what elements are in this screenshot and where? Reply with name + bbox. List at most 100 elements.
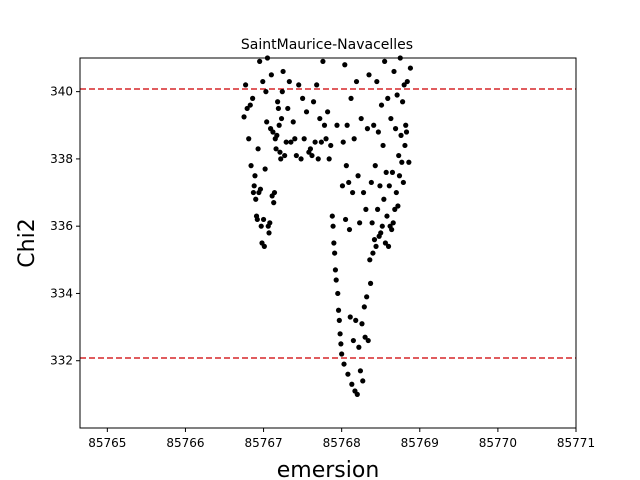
plot-frame xyxy=(79,57,577,429)
data-point xyxy=(274,132,280,138)
data-point xyxy=(290,119,296,125)
data-point xyxy=(332,250,338,256)
data-point xyxy=(341,361,347,367)
data-point xyxy=(344,122,350,128)
data-point xyxy=(255,146,261,152)
data-point xyxy=(368,179,374,186)
data-point xyxy=(342,216,349,223)
data-point xyxy=(326,156,332,162)
data-point xyxy=(257,58,263,64)
chart-title: SaintMaurice-Navacelles xyxy=(241,37,413,53)
data-point xyxy=(333,277,339,283)
data-point xyxy=(374,78,380,85)
data-point xyxy=(375,129,381,135)
data-point xyxy=(354,391,360,397)
data-point xyxy=(251,183,257,189)
data-point xyxy=(371,122,377,128)
data-point xyxy=(339,183,346,189)
data-point xyxy=(262,166,268,172)
data-point xyxy=(298,156,304,162)
data-point xyxy=(337,331,343,337)
data-point xyxy=(394,92,400,98)
data-point xyxy=(392,206,398,212)
data-point xyxy=(315,156,321,162)
data-point xyxy=(383,169,389,175)
data-point xyxy=(268,72,274,78)
data-point xyxy=(357,368,364,374)
data-point xyxy=(250,189,257,196)
data-point xyxy=(279,89,285,95)
data-point xyxy=(350,337,356,344)
x-tick-label: 85771 xyxy=(557,436,595,450)
data-point xyxy=(389,169,396,175)
x-axis-ticks: 85765 85766 85767 85768 85769 85770 85771 xyxy=(88,428,595,450)
data-point xyxy=(346,179,352,186)
data-point xyxy=(257,186,264,192)
data-point xyxy=(246,136,252,142)
data-point xyxy=(390,220,396,226)
data-point xyxy=(391,68,397,75)
data-point xyxy=(241,114,247,120)
data-point xyxy=(258,223,264,229)
data-point xyxy=(278,115,285,122)
data-point xyxy=(360,378,366,384)
data-point xyxy=(293,152,299,159)
y-tick-label: 338 xyxy=(50,152,73,166)
data-point xyxy=(343,163,349,169)
data-point xyxy=(261,243,267,249)
data-point xyxy=(400,179,406,186)
data-point xyxy=(350,189,356,196)
y-tick-label: 332 xyxy=(50,354,73,368)
data-point xyxy=(323,136,329,142)
data-point xyxy=(378,230,384,236)
data-point xyxy=(263,89,269,95)
data-point xyxy=(250,95,256,101)
data-point xyxy=(389,226,395,233)
data-point xyxy=(336,317,342,323)
data-point xyxy=(355,173,361,179)
data-point xyxy=(398,132,404,138)
data-point xyxy=(378,102,385,108)
data-point xyxy=(285,105,291,112)
y-tick-label: 334 xyxy=(50,286,73,300)
data-point xyxy=(385,243,392,249)
data-point xyxy=(403,122,409,128)
data-point xyxy=(349,381,355,387)
data-point xyxy=(358,115,364,122)
data-point xyxy=(314,82,320,88)
data-point xyxy=(321,122,328,128)
data-point xyxy=(275,105,281,112)
data-point xyxy=(367,257,373,263)
data-point xyxy=(364,126,371,132)
data-point xyxy=(276,122,282,128)
data-point xyxy=(266,230,272,236)
data-point xyxy=(260,78,266,85)
x-axis-title: emersion xyxy=(277,458,380,480)
data-point xyxy=(331,240,337,246)
data-point xyxy=(252,173,258,179)
data-point xyxy=(372,163,378,169)
data-point xyxy=(317,115,323,122)
data-point xyxy=(303,109,310,115)
data-point xyxy=(399,99,406,105)
data-point xyxy=(366,72,372,78)
data-point xyxy=(380,142,386,149)
data-point xyxy=(328,142,334,149)
data-point xyxy=(348,95,354,101)
data-point xyxy=(381,196,387,202)
data-point xyxy=(301,136,307,142)
data-point xyxy=(369,220,375,226)
data-point xyxy=(288,139,294,145)
x-tick-label: 85770 xyxy=(479,436,517,450)
data-point xyxy=(248,163,254,169)
data-point xyxy=(386,183,392,189)
data-point xyxy=(270,129,276,135)
data-point xyxy=(392,126,399,132)
data-point xyxy=(271,200,277,206)
data-point xyxy=(325,109,331,115)
data-point xyxy=(332,267,339,273)
data-point xyxy=(310,99,317,105)
x-tick-label: 85766 xyxy=(166,436,204,450)
data-point xyxy=(377,183,383,189)
